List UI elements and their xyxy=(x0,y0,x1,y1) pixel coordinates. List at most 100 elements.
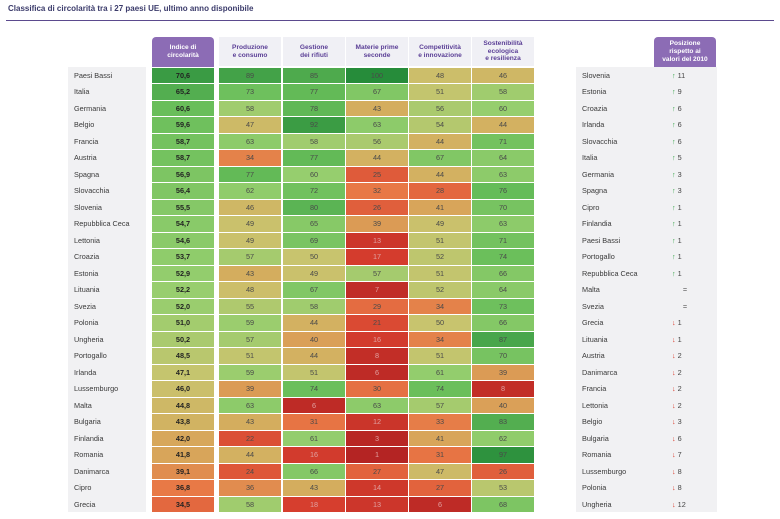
score-cell: 67 xyxy=(283,282,345,298)
index-cell: 58,7 xyxy=(152,133,214,149)
country-label: Slovenia xyxy=(74,202,102,212)
position-country-label: Paesi Bassi xyxy=(582,235,621,245)
score-cell: 92 xyxy=(283,117,345,133)
score-cell: 43 xyxy=(219,265,281,281)
score-cell: 66 xyxy=(472,315,534,331)
header-index: Indice di circolarità xyxy=(152,37,214,67)
country-label: Paesi Bassi xyxy=(74,70,113,80)
score-cell: 59 xyxy=(219,315,281,331)
country-label: Belgio xyxy=(74,120,95,130)
position-country-label: Portogallo xyxy=(582,252,615,262)
index-cell: 47,1 xyxy=(152,364,214,380)
score-cell: 44 xyxy=(409,133,471,149)
score-cell: 13 xyxy=(346,232,408,248)
score-cell: 49 xyxy=(409,216,471,232)
score-cell: 28 xyxy=(409,183,471,199)
score-cell: 49 xyxy=(283,265,345,281)
arrow-up-icon: ↑ xyxy=(672,153,676,163)
country-label: Portogallo xyxy=(74,351,107,361)
score-cell: 58 xyxy=(219,496,281,512)
index-cell: 42,0 xyxy=(152,430,214,446)
score-cell: 67 xyxy=(409,150,471,166)
score-cell: 65 xyxy=(283,216,345,232)
score-cell: 48 xyxy=(409,67,471,83)
arrow-down-icon: ↓ xyxy=(672,318,676,328)
score-cell: 77 xyxy=(219,166,281,182)
position-change-value: 6 xyxy=(677,103,682,113)
position-country-label: Croazia xyxy=(582,103,608,113)
header-secondary: Materie prime seconde xyxy=(346,37,408,66)
position-change-value: 2 xyxy=(677,400,682,410)
position-change-value: 3 xyxy=(677,417,682,427)
arrow-up-icon: ↑ xyxy=(672,186,676,196)
score-cell: 39 xyxy=(472,364,534,380)
position-change-value: 7 xyxy=(677,450,682,460)
position-change: ↑ 1 xyxy=(672,265,706,282)
arrow-down-icon: ↓ xyxy=(672,351,676,361)
score-cell: 14 xyxy=(346,480,408,496)
arrow-up-icon: ↑ xyxy=(672,136,676,146)
score-cell: 47 xyxy=(409,463,471,479)
score-cell: 17 xyxy=(346,249,408,265)
arrow-up-icon: ↑ xyxy=(672,120,676,130)
position-country-label: Austria xyxy=(582,351,605,361)
score-cell: 46 xyxy=(472,67,534,83)
score-cell: 60 xyxy=(283,166,345,182)
position-country-label: Romania xyxy=(582,450,612,460)
position-change: ↑ 9 xyxy=(672,84,706,101)
header-production: Produzione e consumo xyxy=(219,37,281,66)
score-cell: 62 xyxy=(472,430,534,446)
position-change: ↓ 8 xyxy=(672,463,706,480)
score-cell: 49 xyxy=(219,216,281,232)
score-cell: 89 xyxy=(219,67,281,83)
index-cell: 44,8 xyxy=(152,397,214,413)
position-country-label: Lettonia xyxy=(582,400,608,410)
position-change-value: 6 xyxy=(677,120,682,130)
position-change: ↓ 3 xyxy=(672,414,706,431)
position-change: = xyxy=(672,282,698,299)
position-country-label: Slovenia xyxy=(582,70,610,80)
index-cell: 52,2 xyxy=(152,282,214,298)
index-cell: 54,6 xyxy=(152,232,214,248)
equal-sign: = xyxy=(682,301,688,311)
arrow-down-icon: ↓ xyxy=(672,483,676,493)
position-change: ↓ 2 xyxy=(672,348,706,365)
score-cell: 50 xyxy=(283,249,345,265)
position-change: = xyxy=(672,298,698,315)
score-cell: 46 xyxy=(219,199,281,215)
score-cell: 26 xyxy=(472,463,534,479)
position-country-label: Italia xyxy=(582,153,598,163)
score-cell: 74 xyxy=(409,381,471,397)
score-cell: 77 xyxy=(283,150,345,166)
position-change: ↓ 1 xyxy=(672,331,706,348)
score-cell: 34 xyxy=(219,150,281,166)
score-cell: 44 xyxy=(409,166,471,182)
score-cell: 59 xyxy=(219,364,281,380)
country-label: Austria xyxy=(74,153,97,163)
position-change: ↑ 6 xyxy=(672,100,706,117)
index-cell: 39,1 xyxy=(152,463,214,479)
country-label: Croazia xyxy=(74,252,100,262)
score-cell: 58 xyxy=(283,133,345,149)
score-cell: 44 xyxy=(219,447,281,463)
score-cell: 63 xyxy=(219,397,281,413)
country-label: Svezia xyxy=(74,301,96,311)
score-cell: 21 xyxy=(346,315,408,331)
position-change-value: 6 xyxy=(677,433,682,443)
position-change-value: 3 xyxy=(677,169,682,179)
score-cell: 51 xyxy=(409,265,471,281)
score-cell: 25 xyxy=(346,166,408,182)
index-cell: 65,2 xyxy=(152,84,214,100)
position-change: ↑ 3 xyxy=(672,183,706,200)
position-column-bg xyxy=(576,67,717,512)
position-change-value: 1 xyxy=(677,219,682,229)
arrow-up-icon: ↑ xyxy=(672,219,676,229)
score-cell: 58 xyxy=(283,298,345,314)
score-cell: 27 xyxy=(409,480,471,496)
position-change-value: 6 xyxy=(677,136,682,146)
country-label: Cipro xyxy=(74,483,92,493)
score-cell: 53 xyxy=(472,480,534,496)
country-label: Danimarca xyxy=(74,466,110,476)
score-cell: 56 xyxy=(346,133,408,149)
score-cell: 58 xyxy=(219,100,281,116)
